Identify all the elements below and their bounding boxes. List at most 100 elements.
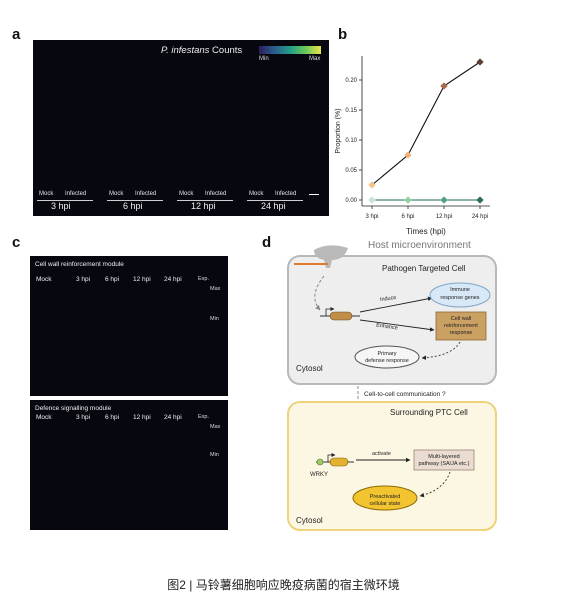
module-1-tl-6: 6 hpi	[105, 276, 120, 283]
module-1-tl-3: 3 hpi	[76, 276, 91, 283]
cytosol-label-1: Cytosol	[296, 364, 323, 373]
module-1-title: Cell wall reinforcement module	[35, 261, 124, 268]
y-axis-label: Proportion (%)	[335, 108, 342, 153]
group-2-time: 6 hpi	[123, 201, 143, 211]
enhance-label: Enhance	[375, 322, 399, 332]
panel-b-proportion-chart: 0.00 0.05 0.10 0.15 0.20 3 hpi 6 hpi 12 hpi 24 h…	[335, 56, 490, 236]
primary-defense-oval	[354, 345, 420, 369]
module-2-tl-3: 3 hpi	[76, 414, 91, 421]
cellwall-line-1: Cell wall	[450, 316, 472, 322]
wrky-protein	[316, 458, 324, 466]
feedback-arrow-2	[419, 471, 451, 498]
host-microenvironment-title: Host microenvironment	[368, 240, 471, 251]
group-1-mock: Mock	[39, 191, 54, 197]
data-point	[476, 196, 484, 204]
induce-arrow	[359, 296, 433, 313]
group-1-infected: Infected	[65, 191, 87, 197]
multi-line-1: Multi-layered	[428, 454, 460, 460]
module-defence: Defence signalling module Mock 3 hpi 6 h…	[30, 400, 228, 530]
module-2-tl-6: 6 hpi	[105, 414, 120, 421]
data-point	[440, 82, 448, 90]
feedback-arrow	[421, 341, 461, 360]
panel-a-title: P. infestans Counts	[161, 45, 242, 56]
wrky-gene-block	[329, 457, 349, 467]
group-3-underline	[177, 200, 233, 201]
gene-block	[329, 311, 353, 321]
data-point	[404, 196, 412, 204]
group-4-underline	[247, 200, 303, 201]
panel-label-a: a	[12, 26, 21, 43]
scale-bar	[309, 194, 319, 195]
multi-pathway-box	[413, 449, 475, 471]
module-2-tl-mock: Mock	[36, 414, 52, 421]
x-tick-label: 6 hpi	[401, 214, 414, 220]
promoter-arrow-2	[327, 453, 336, 462]
module-1-tl-12: 12 hpi	[133, 276, 151, 283]
module-2-min: Min	[210, 452, 219, 458]
module-1-tl-mock: Mock	[36, 276, 52, 283]
module-2-title: Defence signalling module	[35, 405, 112, 412]
colorbar-min: Min	[259, 56, 269, 62]
module-1-exp: Exp.	[198, 276, 210, 282]
x-tick-label: 3 hpi	[365, 214, 378, 220]
cellwall-line-3: response	[449, 330, 473, 336]
preact-line-1: Preactivated	[369, 494, 401, 500]
group-1-time: 3 hpi	[51, 201, 71, 211]
immune-line-2: response genes	[440, 295, 480, 301]
data-point	[404, 151, 412, 159]
group-3-time: 12 hpi	[191, 201, 216, 211]
signal-arrow	[314, 275, 325, 311]
promoter-arrow	[325, 307, 335, 316]
surrounding-cell	[287, 401, 497, 531]
y-tick-label: 0.15	[345, 108, 357, 114]
group-2-infected: Infected	[135, 191, 157, 197]
title-suffix: Counts	[209, 45, 243, 56]
data-point	[476, 58, 484, 66]
y-tick-label: 0.05	[345, 168, 357, 174]
preactivated-oval	[352, 485, 418, 511]
multi-line-2: pathway (SA/JA etc.)	[418, 461, 470, 467]
module-1-tl-24: 24 hpi	[164, 276, 182, 283]
panel-a-spatial-counts: P. infestans Counts Min Max Mock Infecte…	[33, 40, 329, 216]
module-2-max: Max	[210, 424, 221, 430]
colorbar	[259, 46, 321, 54]
data-point	[440, 196, 448, 204]
immune-genes-oval	[429, 282, 491, 308]
preact-line-2: cellular state	[369, 501, 401, 507]
x-tick-label: 12 hpi	[436, 214, 452, 220]
y-tick-label: 0.10	[345, 138, 357, 144]
panel-d-shapes	[287, 245, 497, 531]
group-4-time: 24 hpi	[261, 201, 286, 211]
ptc-title: Pathogen Targeted Cell	[382, 264, 466, 273]
x-axis-label: Times (hpi)	[406, 227, 446, 236]
colorbar-max: Max	[309, 56, 321, 62]
series-line-1	[371, 61, 481, 186]
group-2-underline	[107, 200, 163, 201]
group-2-mock: Mock	[109, 191, 124, 197]
primary-line-2: defense response	[365, 358, 409, 364]
surrounding-ptc-title: Surrounding PTC Cell	[390, 408, 468, 417]
group-3-mock: Mock	[179, 191, 194, 197]
module-2-tl-12: 12 hpi	[133, 414, 151, 421]
group-1-underline	[37, 200, 93, 201]
y-tick-label: 0.20	[345, 78, 357, 84]
group-4-infected: Infected	[275, 191, 297, 197]
cell-communication-label: Cell-to-cell communication ?	[364, 391, 446, 398]
activate-label: activate	[372, 451, 391, 457]
module-2-tl-24: 24 hpi	[164, 414, 182, 421]
data-point	[368, 196, 376, 204]
pathogen-icon	[314, 245, 348, 268]
species-name: P. infestans	[161, 45, 210, 56]
figure-caption: 图2 | 马铃薯细胞响应晚疫病菌的宿主微环境	[167, 578, 400, 592]
panel-d-model-diagram: Host microenvironment Pathogen Targeted …	[284, 240, 498, 532]
panel-label-b: b	[338, 26, 348, 43]
wrky-label: WRKY	[310, 472, 328, 478]
group-4-mock: Mock	[249, 191, 264, 197]
cellwall-line-2: reinforcement	[444, 323, 478, 329]
group-3-infected: Infected	[205, 191, 227, 197]
module-cell-wall: Cell wall reinforcement module Mock 3 hp…	[30, 256, 228, 396]
panel-c-modules: Cell wall reinforcement module Mock 3 hp…	[30, 250, 228, 550]
panel-label-d: d	[262, 234, 272, 251]
x-tick-label: 24 hpi	[472, 214, 488, 220]
enhance-arrow	[359, 319, 435, 332]
